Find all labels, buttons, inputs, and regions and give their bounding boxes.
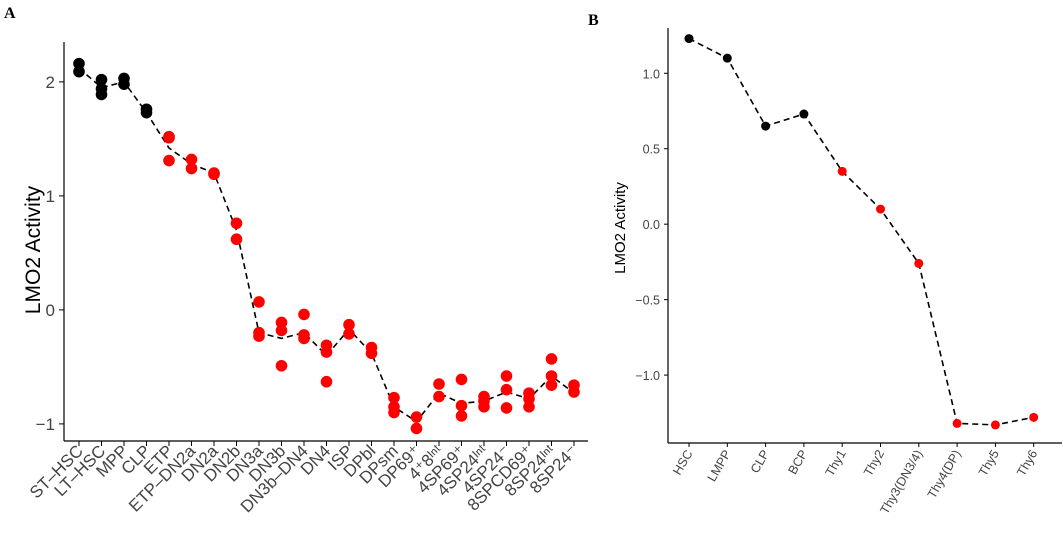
panel-a-data-point [455,410,468,422]
panel-a-data-point [478,401,490,413]
panel-a-data-point [253,296,265,308]
panel-b-y-tick-label: 0.5 [643,143,660,157]
panel-a-data-point [163,131,175,144]
panel-a-data-point [410,422,423,435]
panel-b-y-tick-label: −0.5 [635,294,660,308]
panel-b-x-tick-label: LMPP [705,448,734,484]
panel-a-data-point [568,386,580,398]
panel-a-data-point [523,401,535,413]
panel-b-data-point [1029,412,1039,422]
panel-a-data-point [388,406,400,419]
panel-a-data-point [500,370,513,382]
panel-b-data-point [722,53,732,63]
panel-a-data-point [500,383,513,396]
panel-b-x-tick-label: Thy6 [1014,447,1040,478]
panel-b-x-tick-label: Thy5 [976,447,1002,478]
panel-a-data-point [343,318,355,331]
panel-a-x-ticks: ST–HSCLT–HSCMPPCLPETPETP–DN2aDN2aDN2bDN3… [26,441,582,516]
panel-b-x-tick-label: Thy1 [823,447,849,478]
panel-b-data-point [837,166,847,176]
panel-a-data-point [140,106,153,119]
panel-b-series-line [688,37,1034,426]
panel-b-points [684,34,1039,430]
panel-a-y-ticks: −1 0 1 2 [36,73,64,434]
panel-b-x-tick-label: Thy2 [861,447,887,478]
panel-a-data-point [523,393,535,405]
panel-a-data-point [185,153,198,166]
panel-a-data-point [275,324,288,337]
panel-a-data-point [433,390,445,403]
panel-a-data-point [185,162,198,175]
panel-a-data-point [545,370,558,382]
panel-a-y-tick-label: −1 [36,415,55,434]
panel-a-data-point [298,332,310,345]
panel-a-data-point [73,57,85,70]
panel-b-y-axis-label: LMO2 Activity [612,182,629,274]
panel-a-data-point [365,347,378,360]
panel-a-data-point [230,217,243,230]
panel-a-trend-line [78,67,575,423]
panel-b-x-tick-label: Thy4(DP) [925,448,964,501]
panel-b-x-tick-label: CLP [748,448,772,476]
panel-a-data-point [73,65,85,78]
panel-a-data-point [208,168,220,181]
panel-b-letter: B [588,12,599,29]
panel-b-data-point [799,109,809,119]
panel-a-data-point [500,402,513,414]
panel-b-data-point [761,121,771,131]
panel-a-data-point [410,411,423,423]
panel-a-points [73,57,580,435]
panel-a-letter: A [4,5,16,22]
panel-b-y-ticks: −1.0 −0.5 0.0 0.5 1.0 [635,67,668,383]
panel-b: B LMO2 Activity −1.0 −0.5 0.0 0.5 1.0 HSC LMP… [588,12,1062,516]
panel-b-y-tick-label: 1.0 [643,67,660,81]
panel-b-data-point [990,420,1000,430]
panel-a-data-point [275,359,288,372]
panel-a-data-point [388,391,400,404]
panel-a-data-point [455,373,468,386]
panel-a-data-point [545,353,558,365]
panel-b-data-point [914,258,924,268]
panel-a-data-point [343,328,355,340]
panel-b-x-tick-label: BCP [786,448,811,477]
panel-b-y-tick-label: 0.0 [643,218,660,232]
panel-a-y-axis-label: LMO2 Activity [22,185,45,314]
panel-b-data-point [952,418,962,428]
panel-a-data-point [275,316,288,329]
panel-b-data-point [876,204,885,214]
panel-a-data-point [455,399,468,412]
panel-a-y-tick-label: 2 [46,73,55,92]
panel-b-data-point [684,34,694,44]
panel-a-data-point [298,308,310,321]
panel-a-data-point [320,375,333,388]
panel-a-data-point [253,330,265,342]
panel-a-data-point [118,78,130,90]
panel-a-data-point [95,73,108,86]
panel-a-data-point [95,88,108,101]
panel-a-data-point [433,378,445,390]
panel-b-x-tick-label: HSC [670,448,695,478]
panel-a-y-tick-label: 1 [46,187,55,206]
panel-a-data-point [163,154,175,167]
panel-b-y-tick-label: −1.0 [635,369,660,383]
panel-a-data-point [545,379,558,391]
panel-a-data-point [320,346,333,358]
panel-a: A LMO2 Activity −1 0 1 2 ST–HSCLT–HSCMPPCLP… [4,5,588,516]
panel-a-data-point [230,233,243,246]
panel-a-y-tick-label: 0 [46,301,55,320]
